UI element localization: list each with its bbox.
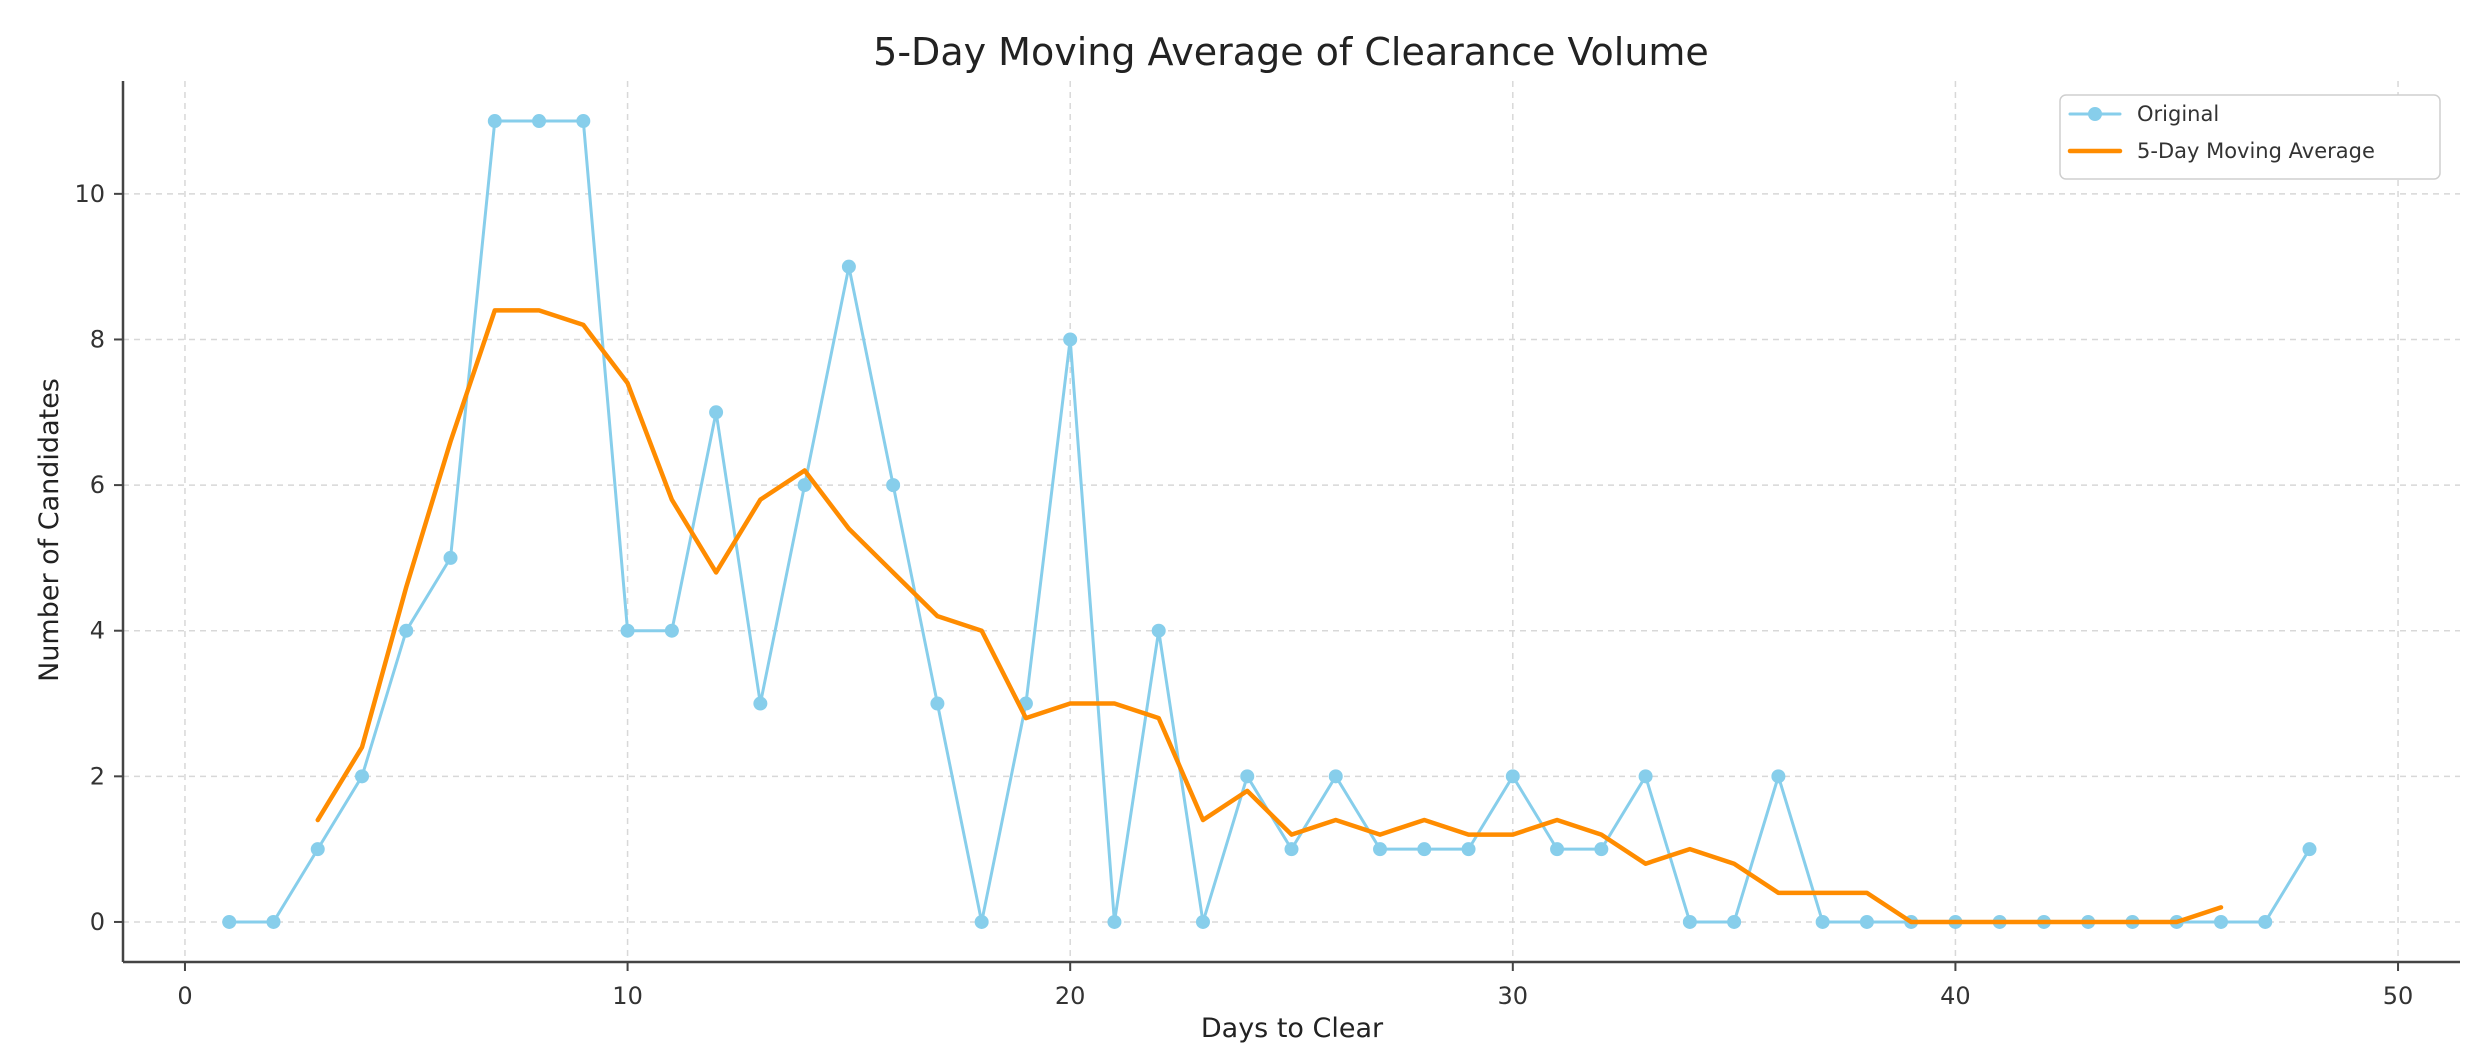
data-point xyxy=(841,259,856,274)
y-axis-label: Number of Candidates xyxy=(34,378,65,682)
data-point xyxy=(355,769,370,784)
chart-title: 5-Day Moving Average of Clearance Volume xyxy=(873,30,1709,74)
data-point xyxy=(709,405,724,420)
data-point xyxy=(1550,842,1565,857)
data-point xyxy=(2213,914,2228,929)
y-tick-label: 10 xyxy=(74,180,105,208)
data-point xyxy=(222,914,237,929)
data-point xyxy=(1240,769,1255,784)
data-point xyxy=(1682,914,1697,929)
y-tick-label: 8 xyxy=(90,325,105,353)
x-axis-label: Days to Clear xyxy=(1201,1013,1384,1044)
y-tick-label: 4 xyxy=(90,617,105,645)
data-point xyxy=(266,914,281,929)
data-point xyxy=(1063,332,1078,347)
data-point xyxy=(1461,842,1476,857)
data-point xyxy=(1151,623,1166,638)
series-layer xyxy=(222,114,2317,929)
data-point xyxy=(974,914,989,929)
x-tick-label: 40 xyxy=(1940,982,1971,1010)
legend-box xyxy=(2059,94,2441,180)
legend-item-original-label: Original xyxy=(2137,102,2219,126)
data-point xyxy=(664,623,679,638)
data-point xyxy=(1771,769,1786,784)
data-point xyxy=(1638,769,1653,784)
data-point xyxy=(2302,842,2317,857)
series-moving-average-line xyxy=(315,308,2224,925)
data-point xyxy=(487,114,502,129)
grid-layer xyxy=(123,81,2460,962)
data-point xyxy=(310,842,325,857)
x-tick-label: 10 xyxy=(612,982,643,1010)
x-tick-label: 30 xyxy=(1498,982,1529,1010)
data-point xyxy=(797,478,812,493)
data-point xyxy=(1727,914,1742,929)
data-point xyxy=(1859,914,1874,929)
y-tick-label: 6 xyxy=(90,471,105,499)
y-tick-label: 2 xyxy=(90,762,105,790)
legend-item-original-marker xyxy=(2088,107,2102,121)
data-point xyxy=(443,550,458,565)
data-point xyxy=(1328,769,1343,784)
data-point xyxy=(1594,842,1609,857)
data-point xyxy=(1815,914,1830,929)
axes-layer: 0 10 20 30 40 50 0 2 4 6 8 10 xyxy=(74,81,2460,1010)
data-point xyxy=(1107,914,1122,929)
data-point xyxy=(532,114,547,129)
data-point xyxy=(1195,914,1210,929)
data-point xyxy=(886,478,901,493)
data-point xyxy=(1373,842,1388,857)
y-tick-label: 0 xyxy=(90,908,105,936)
data-point xyxy=(1505,769,1520,784)
data-point xyxy=(399,623,414,638)
legend: Original 5-Day Moving Average xyxy=(2059,94,2441,180)
x-tick-label: 50 xyxy=(2383,982,2414,1010)
legend-item-moving-average-label: 5-Day Moving Average xyxy=(2137,139,2375,163)
x-tick-label: 20 xyxy=(1055,982,1086,1010)
data-point xyxy=(576,114,591,129)
data-point xyxy=(620,623,635,638)
data-point xyxy=(1417,842,1432,857)
data-point xyxy=(1284,842,1299,857)
data-point xyxy=(930,696,945,711)
data-point xyxy=(2258,914,2273,929)
data-point xyxy=(753,696,768,711)
x-tick-label: 0 xyxy=(177,982,192,1010)
